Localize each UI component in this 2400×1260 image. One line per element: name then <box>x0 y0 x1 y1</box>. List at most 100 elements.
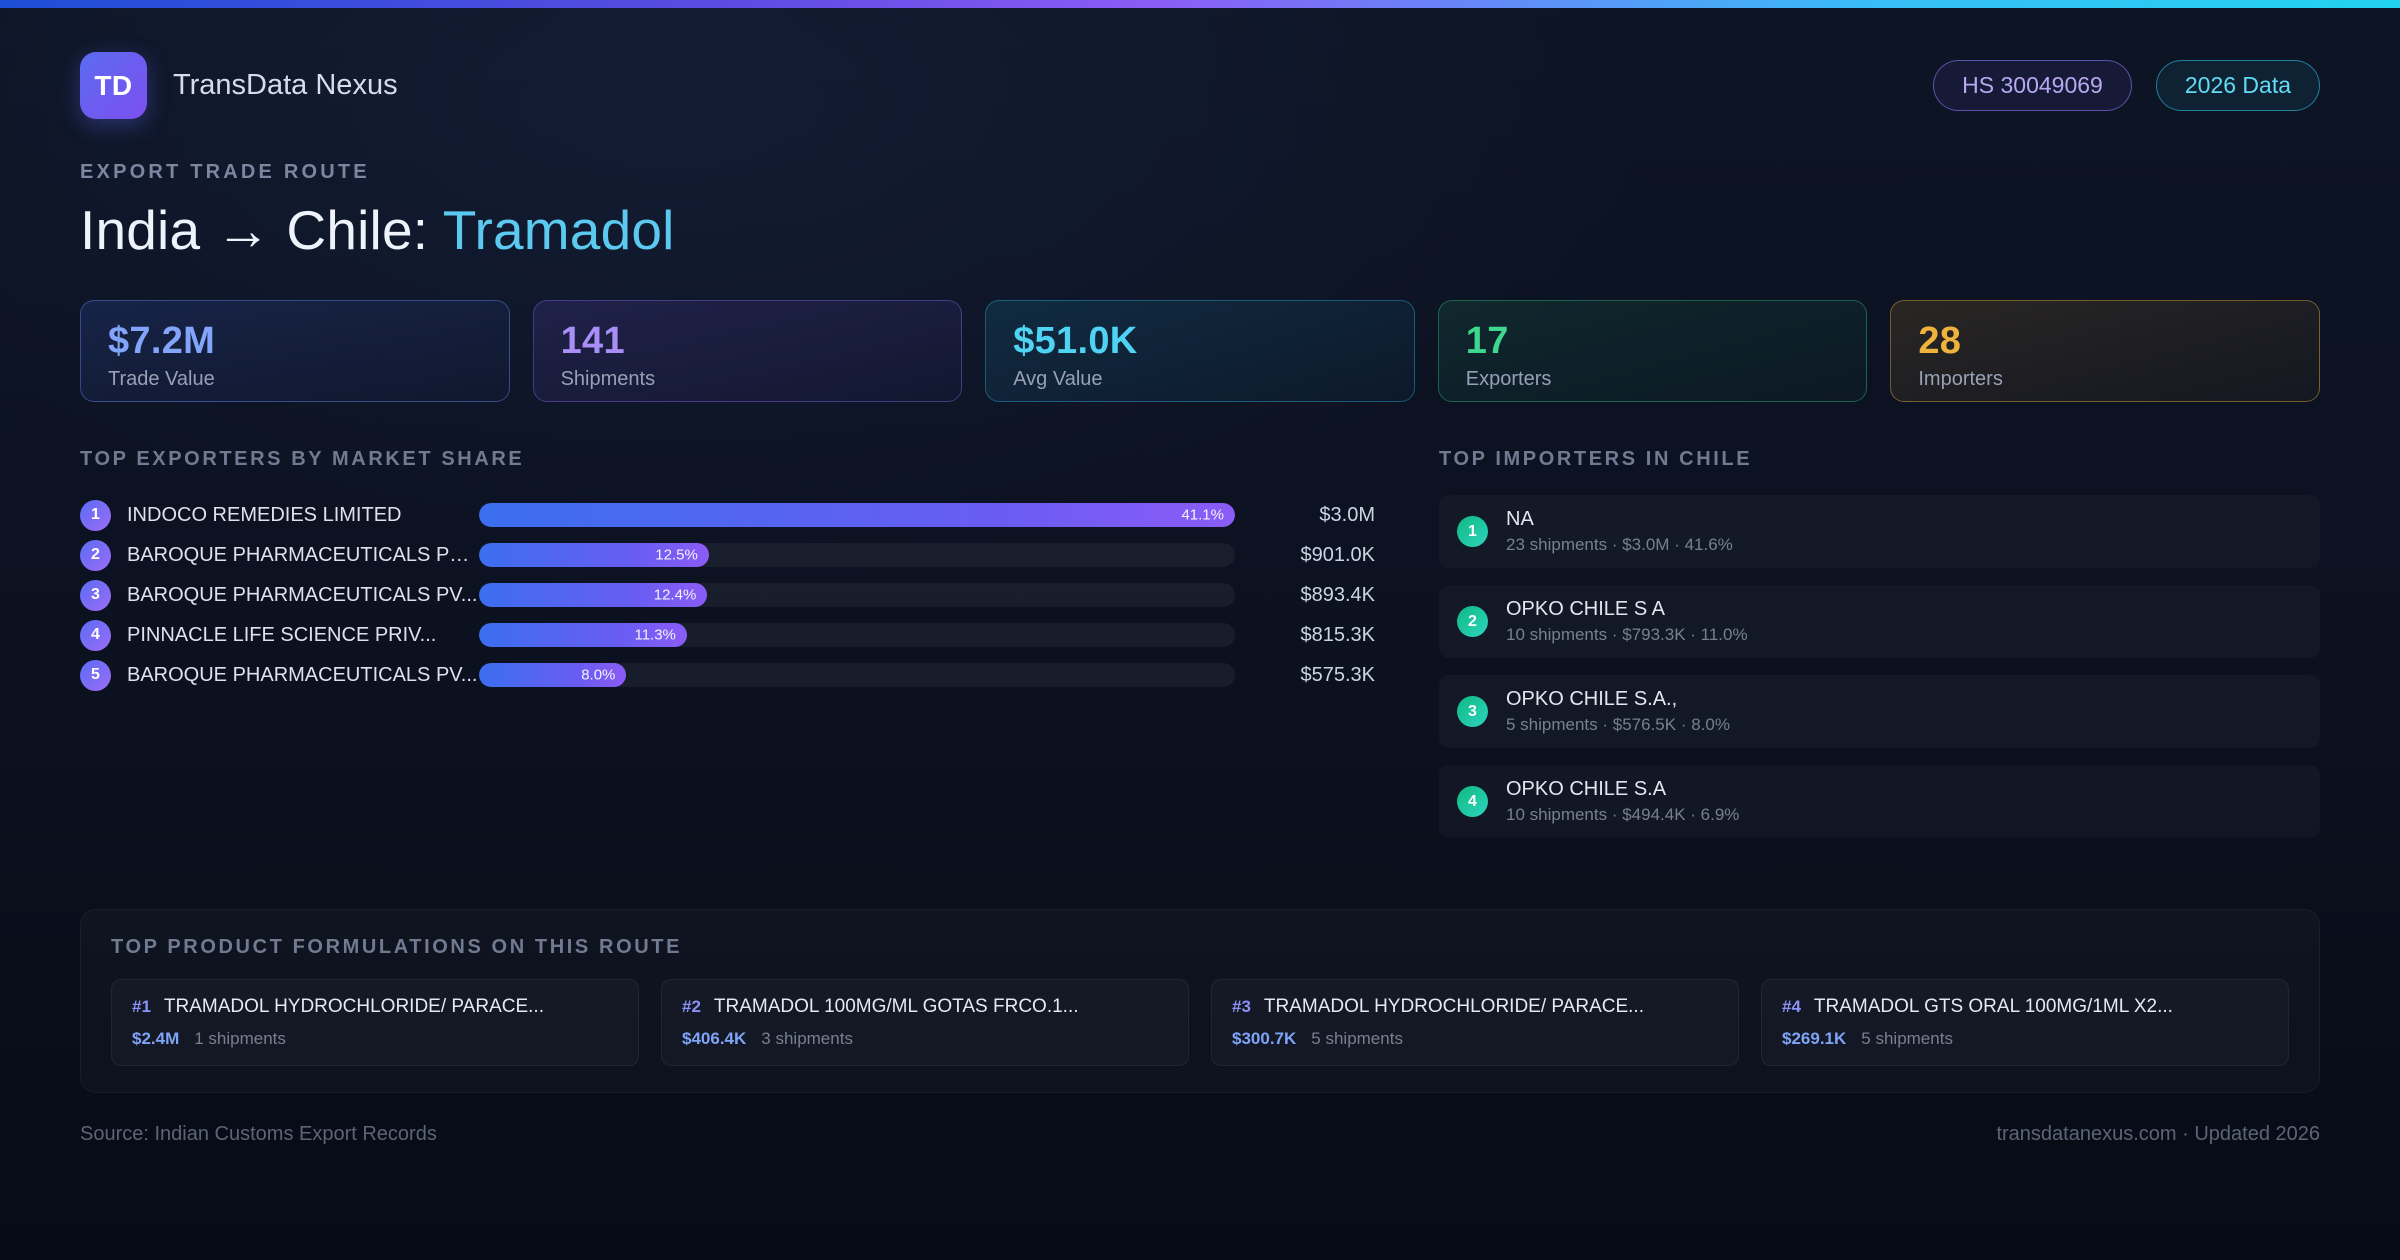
dashboard-content: TD TransData Nexus HS 30049069 2026 Data… <box>0 52 2400 1146</box>
share-bar-track: 12.5% <box>479 543 1235 567</box>
importer-meta: 5 shipments · $576.5K · 8.0% <box>1506 715 1730 734</box>
product-bottom: $269.1K 5 shipments <box>1782 1029 2268 1049</box>
stat-label: Importers <box>1918 368 2003 390</box>
importers-heading: TOP IMPORTERS IN CHILE <box>1439 448 1753 470</box>
rank-badge: 1 <box>80 499 111 531</box>
product-name: TRAMADOL HYDROCHLORIDE/ PARACE... <box>163 996 544 1017</box>
product-card: #3 TRAMADOL HYDROCHLORIDE/ PARACE... $30… <box>1211 979 1739 1066</box>
importer-name: NA <box>1506 508 1534 530</box>
product-top: #4 TRAMADOL GTS ORAL 100MG/1ML X2... <box>1782 996 2268 1018</box>
brand-logo[interactable]: TD <box>80 52 147 119</box>
share-bar-track: 11.3% <box>479 623 1235 647</box>
exporter-name: BAROQUE PHARMACEUTICALS PR... <box>127 543 479 566</box>
share-bar-fill: 12.4% <box>479 583 708 607</box>
exporter-row: 3 BAROQUE PHARMACEUTICALS PV... 12.4% $8… <box>80 575 1375 615</box>
importer-rank-badge: 2 <box>1457 606 1488 637</box>
page-title: India → Chile: Tramadol <box>80 198 2320 262</box>
importer-row: 4 OPKO CHILE S.A 10 shipments · $494.4K … <box>1439 765 2320 838</box>
exporters-heading: TOP EXPORTERS BY MARKET SHARE <box>80 448 525 470</box>
products-heading: TOP PRODUCT FORMULATIONS ON THIS ROUTE <box>111 936 683 958</box>
year-badge[interactable]: 2026 Data <box>2155 60 2320 111</box>
rank-badge: 3 <box>80 579 111 611</box>
exporter-name: BAROQUE PHARMACEUTICALS PV... <box>127 663 478 686</box>
stat-label: Exporters <box>1465 368 1552 390</box>
importer-name: OPKO CHILE S.A., <box>1506 688 1678 710</box>
product-top: #2 TRAMADOL 100MG/ML GOTAS FRCO.1... <box>682 996 1168 1018</box>
product-shipments: 5 shipments <box>1311 1029 1403 1048</box>
exporter-row: 2 BAROQUE PHARMACEUTICALS PR... 12.5% $9… <box>80 535 1375 575</box>
product-name: TRAMADOL 100MG/ML GOTAS FRCO.1... <box>713 996 1079 1017</box>
stat-value: 141 <box>560 320 625 362</box>
stat-label: Shipments <box>560 368 656 390</box>
importer-name: OPKO CHILE S.A <box>1506 778 1667 800</box>
footer: Source: Indian Customs Export Records tr… <box>80 1123 2320 1146</box>
exporter-row: 4 PINNACLE LIFE SCIENCE PRIV... 11.3% $8… <box>80 615 1375 655</box>
stat-label: Trade Value <box>108 368 215 390</box>
product-bottom: $2.4M 1 shipments <box>132 1029 618 1049</box>
product-value: $300.7K <box>1232 1029 1297 1048</box>
title-highlight: Tramadol <box>442 199 675 261</box>
brand[interactable]: TD TransData Nexus <box>80 52 398 119</box>
share-bar-track: 41.1% <box>479 503 1235 527</box>
importer-info: OPKO CHILE S.A., 5 shipments · $576.5K ·… <box>1506 688 1730 735</box>
importer-info: OPKO CHILE S A 10 shipments · $793.3K · … <box>1506 598 1748 645</box>
product-bottom: $406.4K 3 shipments <box>682 1029 1168 1049</box>
product-name: TRAMADOL HYDROCHLORIDE/ PARACE... <box>1263 996 1644 1017</box>
importer-rank-badge: 4 <box>1457 786 1488 817</box>
importer-rank-badge: 3 <box>1457 696 1488 727</box>
stat-value: $7.2M <box>108 320 216 362</box>
importers-section: TOP IMPORTERS IN CHILE 1 NA 23 shipments… <box>1439 448 2320 855</box>
importer-row: 1 NA 23 shipments · $3.0M · 41.6% <box>1439 495 2320 568</box>
product-value: $269.1K <box>1782 1029 1847 1048</box>
rank-badge: 4 <box>80 619 111 651</box>
product-card: #4 TRAMADOL GTS ORAL 100MG/1ML X2... $26… <box>1761 979 2289 1066</box>
product-shipments: 1 shipments <box>194 1029 286 1048</box>
product-name: TRAMADOL GTS ORAL 100MG/1ML X2... <box>1813 996 2173 1017</box>
rank-badge: 2 <box>80 539 111 571</box>
importer-rank-badge: 1 <box>1457 516 1488 547</box>
product-shipments: 5 shipments <box>1861 1029 1953 1048</box>
importer-row: 2 OPKO CHILE S A 10 shipments · $793.3K … <box>1439 585 2320 658</box>
exporter-name: INDOCO REMEDIES LIMITED <box>127 503 402 526</box>
top-accent-bar <box>0 0 2400 8</box>
stat-value: $51.0K <box>1013 320 1138 362</box>
share-bar-track: 12.4% <box>479 583 1235 607</box>
main-columns: TOP EXPORTERS BY MARKET SHARE 1 INDOCO R… <box>80 448 2320 855</box>
share-bar-fill: 12.5% <box>479 543 709 567</box>
share-pct-label: 12.5% <box>655 546 698 564</box>
exporter-value: $901.0K <box>1300 543 1375 566</box>
route-eyebrow: EXPORT TRADE ROUTE <box>80 161 370 183</box>
share-pct-label: 41.1% <box>1181 506 1224 524</box>
stat-card-avg-value: $51.0K Avg Value <box>985 300 1415 402</box>
rank-badge: 5 <box>80 659 111 691</box>
exporters-section: TOP EXPORTERS BY MARKET SHARE 1 INDOCO R… <box>80 448 1375 855</box>
hs-code-badge[interactable]: HS 30049069 <box>1933 60 2132 111</box>
share-bar-fill: 11.3% <box>479 623 687 647</box>
share-bar-track: 8.0% <box>479 663 1235 687</box>
exporter-value: $575.3K <box>1300 663 1375 686</box>
header-badges: HS 30049069 2026 Data <box>1933 60 2320 111</box>
stat-label: Avg Value <box>1013 368 1103 390</box>
product-cards: #1 TRAMADOL HYDROCHLORIDE/ PARACE... $2.… <box>111 979 2289 1066</box>
importer-info: OPKO CHILE S.A 10 shipments · $494.4K · … <box>1506 778 1739 825</box>
importer-meta: 10 shipments · $494.4K · 6.9% <box>1506 805 1740 824</box>
share-bar-fill: 41.1% <box>479 503 1235 527</box>
product-rank: #1 <box>132 997 151 1016</box>
footer-source: Source: Indian Customs Export Records <box>80 1123 437 1145</box>
importer-meta: 10 shipments · $793.3K · 11.0% <box>1506 625 1748 644</box>
footer-site-link[interactable]: transdatanexus.com · Updated 2026 <box>1996 1123 2320 1145</box>
products-panel: TOP PRODUCT FORMULATIONS ON THIS ROUTE #… <box>80 909 2320 1093</box>
share-pct-label: 11.3% <box>634 626 676 644</box>
product-card: #1 TRAMADOL HYDROCHLORIDE/ PARACE... $2.… <box>111 979 639 1066</box>
stat-card-shipments: 141 Shipments <box>532 300 963 402</box>
stat-card-exporters: 17 Exporters <box>1437 300 1868 402</box>
product-top: #3 TRAMADOL HYDROCHLORIDE/ PARACE... <box>1232 996 1718 1018</box>
product-rank: #3 <box>1232 997 1251 1016</box>
exporter-value: $893.4K <box>1300 583 1375 606</box>
share-pct-label: 12.4% <box>653 586 697 604</box>
importer-name: OPKO CHILE S A <box>1506 598 1665 620</box>
title-route: India → Chile: <box>80 199 443 261</box>
brand-name: TransData Nexus <box>173 69 398 101</box>
product-bottom: $300.7K 5 shipments <box>1232 1029 1718 1049</box>
share-pct-label: 8.0% <box>581 666 616 684</box>
